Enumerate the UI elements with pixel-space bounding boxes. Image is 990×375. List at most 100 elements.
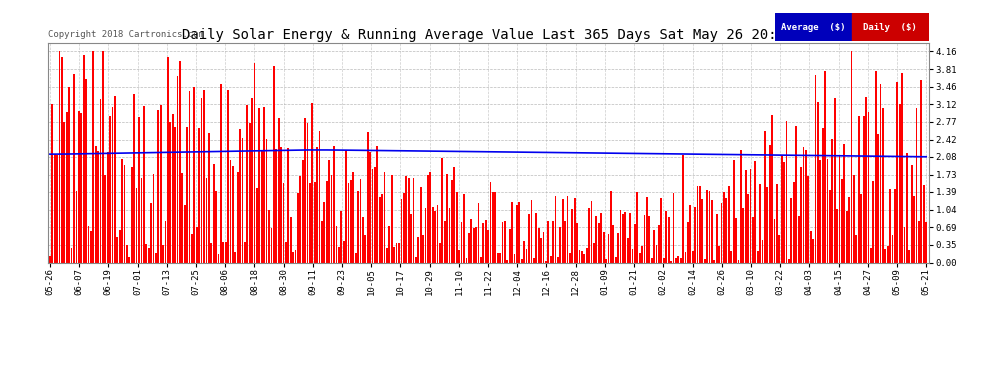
Bar (492, 192, 494, 262)
Bar (672, 194, 674, 262)
Bar (307, 123, 309, 262)
Bar (658, 225, 660, 262)
Bar (302, 160, 304, 262)
Bar (923, 185, 925, 262)
Bar (600, 213, 602, 262)
Bar (405, 176, 407, 262)
Bar (143, 106, 145, 262)
Bar (574, 198, 575, 262)
Bar (644, 214, 645, 262)
Bar (381, 194, 383, 262)
Bar (290, 217, 292, 262)
Bar (58, 51, 60, 262)
Bar (248, 123, 250, 262)
Bar (771, 114, 773, 262)
Bar (632, 249, 634, 262)
Bar (347, 183, 349, 262)
Bar (564, 221, 566, 262)
Bar (393, 247, 395, 262)
Bar (554, 196, 556, 262)
Bar (141, 178, 143, 262)
Bar (376, 146, 378, 262)
Bar (667, 217, 669, 262)
Bar (783, 162, 785, 262)
Bar (583, 254, 585, 262)
Bar (107, 153, 109, 262)
Bar (223, 242, 224, 262)
Bar (901, 73, 903, 262)
Bar (359, 179, 361, 262)
Bar (131, 167, 133, 262)
Bar (896, 82, 898, 262)
Bar (193, 87, 195, 262)
Text: Average  ($): Average ($) (781, 22, 845, 32)
Bar (625, 212, 627, 262)
Bar (892, 235, 893, 262)
Bar (605, 259, 607, 262)
Bar (297, 193, 299, 262)
Bar (845, 211, 847, 262)
Bar (815, 75, 817, 262)
Bar (561, 199, 563, 262)
Bar (336, 226, 338, 262)
Bar (716, 214, 718, 262)
Bar (263, 107, 265, 262)
Bar (418, 237, 419, 262)
Bar (749, 170, 751, 262)
Bar (906, 153, 908, 262)
Bar (832, 139, 834, 262)
Bar (507, 260, 508, 262)
Bar (660, 198, 662, 262)
Bar (494, 192, 496, 262)
Bar (697, 186, 698, 262)
Bar (189, 91, 190, 262)
Bar (754, 160, 756, 262)
Bar (884, 249, 886, 262)
Bar (909, 251, 910, 262)
Bar (299, 176, 301, 262)
Bar (460, 222, 462, 262)
Bar (458, 250, 460, 262)
Bar (430, 172, 432, 262)
Bar (208, 133, 210, 262)
Bar (677, 256, 679, 262)
Bar (114, 96, 116, 262)
Bar (448, 208, 450, 262)
Bar (159, 105, 161, 262)
Bar (391, 175, 393, 262)
Bar (692, 251, 694, 262)
Bar (516, 205, 518, 262)
Bar (295, 250, 296, 262)
Bar (634, 224, 636, 262)
Bar (858, 116, 859, 262)
Bar (872, 181, 874, 262)
Bar (463, 194, 465, 262)
Bar (468, 233, 469, 262)
Bar (218, 254, 220, 262)
Bar (446, 174, 448, 262)
Bar (442, 159, 444, 262)
Bar (420, 188, 422, 262)
Bar (499, 253, 501, 262)
Bar (304, 118, 306, 262)
Bar (549, 256, 551, 262)
Bar (860, 194, 862, 262)
Bar (759, 184, 761, 262)
Bar (848, 197, 850, 262)
Bar (719, 246, 720, 262)
Bar (803, 147, 804, 262)
Bar (329, 160, 330, 262)
Bar (273, 66, 274, 262)
Bar (926, 222, 927, 262)
Bar (850, 51, 852, 262)
Bar (808, 177, 809, 262)
Bar (736, 218, 737, 262)
Bar (726, 198, 728, 262)
Bar (472, 228, 474, 262)
Bar (176, 76, 178, 262)
Bar (822, 128, 824, 262)
Bar (795, 126, 797, 262)
Bar (639, 253, 641, 262)
Bar (653, 230, 655, 262)
Bar (124, 165, 126, 262)
